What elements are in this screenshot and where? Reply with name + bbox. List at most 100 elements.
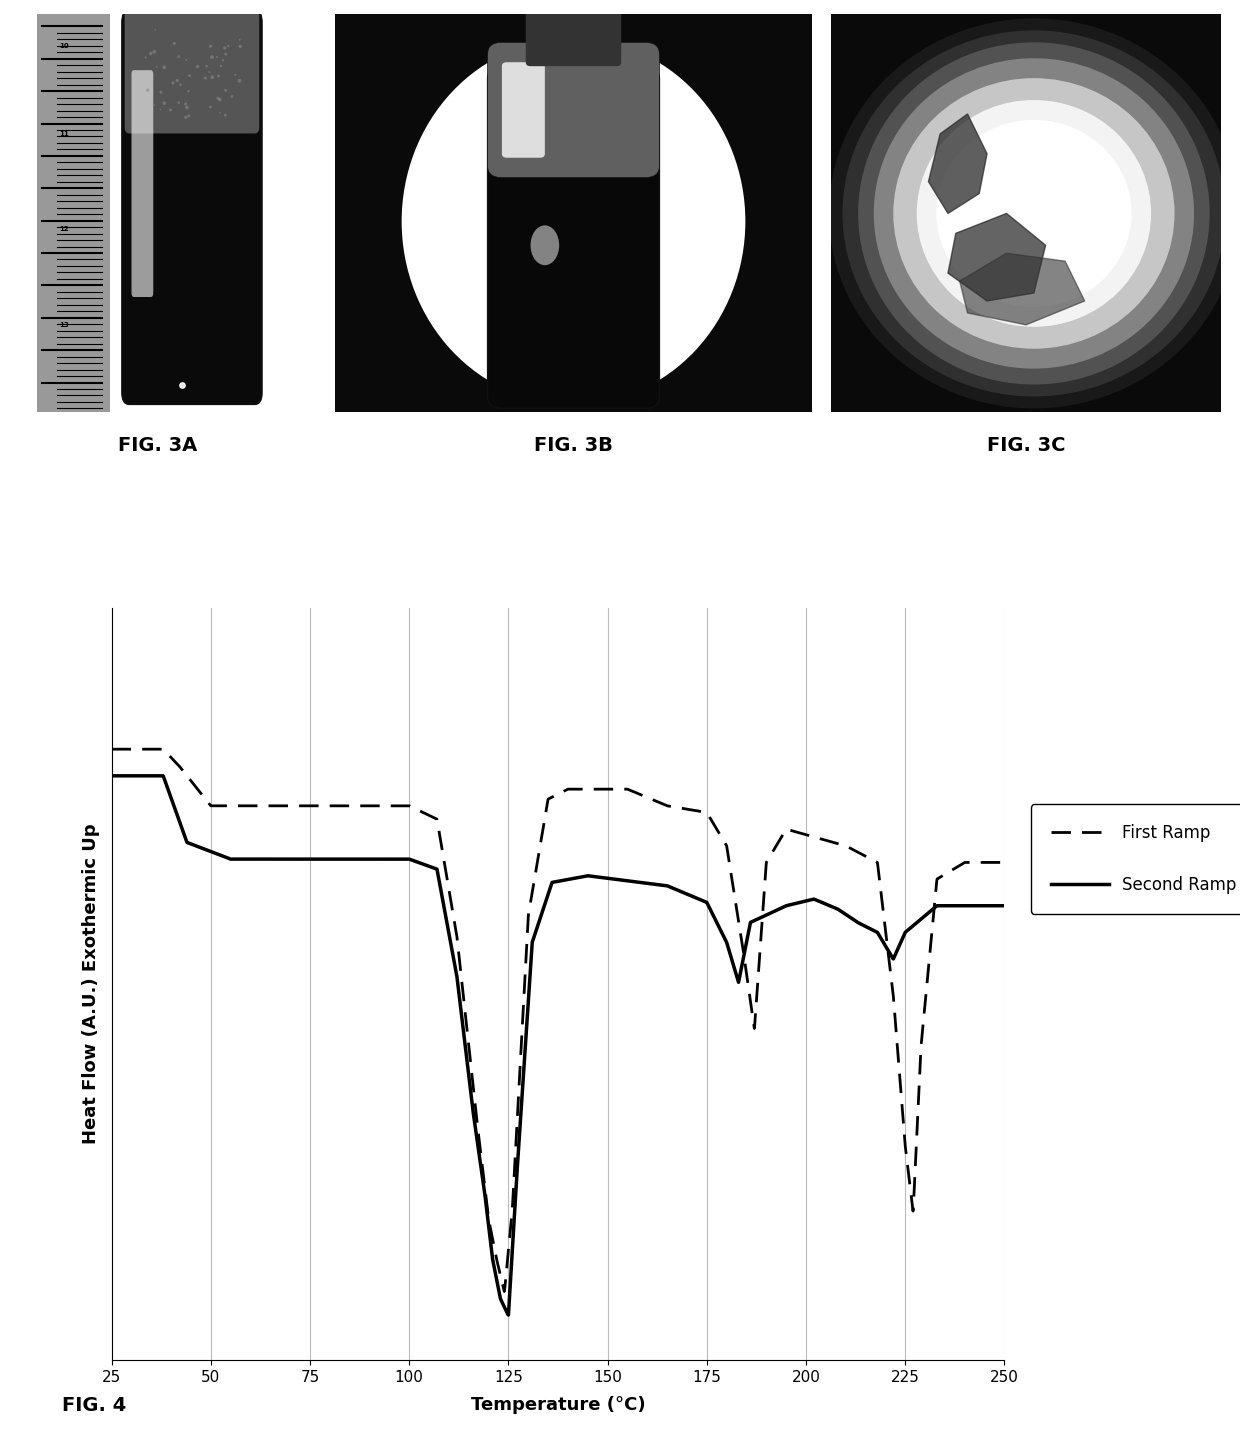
First Ramp bbox=[259, 797, 274, 815]
Point bbox=[154, 91, 174, 114]
Point bbox=[213, 49, 233, 72]
X-axis label: Temperature (°C): Temperature (°C) bbox=[471, 1396, 645, 1414]
Second Ramp bbox=[980, 897, 994, 915]
Point bbox=[207, 45, 227, 68]
Point bbox=[171, 74, 191, 97]
Second Ramp bbox=[259, 851, 274, 868]
Point bbox=[167, 69, 187, 93]
Point bbox=[201, 96, 221, 119]
Point bbox=[197, 55, 217, 78]
Point bbox=[200, 61, 219, 84]
Point bbox=[176, 48, 196, 71]
Point bbox=[201, 35, 221, 58]
Point bbox=[211, 55, 231, 78]
Point bbox=[176, 93, 196, 116]
Point bbox=[145, 19, 165, 42]
FancyBboxPatch shape bbox=[487, 42, 660, 178]
Second Ramp bbox=[104, 767, 119, 784]
Point bbox=[216, 78, 236, 101]
First Ramp bbox=[884, 968, 899, 985]
Ellipse shape bbox=[874, 58, 1194, 369]
Point bbox=[202, 65, 222, 88]
Point bbox=[202, 45, 222, 68]
Polygon shape bbox=[960, 253, 1085, 326]
Text: 11: 11 bbox=[60, 130, 68, 137]
FancyBboxPatch shape bbox=[122, 10, 262, 405]
Line: Second Ramp: Second Ramp bbox=[112, 776, 1004, 1315]
Point bbox=[211, 101, 231, 124]
Ellipse shape bbox=[916, 100, 1151, 327]
Point bbox=[229, 29, 249, 52]
Point bbox=[177, 96, 197, 119]
Point bbox=[135, 46, 155, 69]
Point bbox=[176, 106, 196, 129]
Text: 12: 12 bbox=[60, 226, 68, 233]
FancyBboxPatch shape bbox=[124, 7, 259, 135]
Polygon shape bbox=[929, 114, 987, 213]
Point bbox=[229, 69, 249, 93]
First Ramp bbox=[104, 741, 119, 758]
Point bbox=[169, 91, 188, 114]
Point bbox=[138, 78, 157, 101]
Point bbox=[144, 94, 164, 117]
Point bbox=[179, 80, 198, 103]
Second Ramp bbox=[997, 897, 1012, 915]
Point bbox=[216, 104, 236, 127]
Point bbox=[151, 81, 171, 104]
First Ramp bbox=[497, 1283, 512, 1301]
Point bbox=[150, 98, 170, 122]
Legend: First Ramp, Second Ramp: First Ramp, Second Ramp bbox=[1030, 805, 1240, 913]
Point bbox=[141, 42, 161, 65]
Polygon shape bbox=[949, 213, 1045, 301]
Ellipse shape bbox=[936, 120, 1132, 307]
First Ramp bbox=[446, 910, 461, 928]
FancyBboxPatch shape bbox=[487, 67, 660, 408]
Point bbox=[179, 104, 198, 127]
Text: FIG. 3B: FIG. 3B bbox=[534, 437, 613, 456]
Point bbox=[187, 55, 207, 78]
Point bbox=[210, 88, 229, 111]
Point bbox=[216, 42, 236, 65]
Point bbox=[144, 41, 164, 64]
FancyBboxPatch shape bbox=[526, 10, 621, 67]
Point bbox=[222, 85, 242, 109]
Point bbox=[215, 36, 234, 59]
Point bbox=[160, 98, 180, 122]
Point bbox=[172, 373, 192, 396]
Point bbox=[208, 87, 228, 110]
First Ramp bbox=[980, 854, 994, 871]
Second Ramp bbox=[485, 1250, 500, 1268]
Point bbox=[154, 55, 174, 78]
First Ramp bbox=[206, 797, 221, 815]
FancyBboxPatch shape bbox=[502, 62, 544, 158]
Point bbox=[169, 45, 188, 68]
First Ramp bbox=[997, 854, 1012, 871]
Text: 13: 13 bbox=[60, 321, 68, 328]
Point bbox=[231, 35, 250, 58]
Point bbox=[165, 32, 185, 55]
Second Ramp bbox=[884, 946, 899, 964]
Line: First Ramp: First Ramp bbox=[112, 750, 1004, 1292]
FancyBboxPatch shape bbox=[131, 69, 154, 297]
Point bbox=[146, 55, 166, 78]
Second Ramp bbox=[206, 844, 221, 861]
Text: 10: 10 bbox=[60, 43, 68, 49]
Ellipse shape bbox=[402, 39, 745, 405]
Ellipse shape bbox=[828, 19, 1239, 408]
Ellipse shape bbox=[893, 78, 1174, 349]
Ellipse shape bbox=[531, 226, 559, 265]
First Ramp bbox=[485, 1231, 500, 1249]
Text: FIG. 3A: FIG. 3A bbox=[119, 437, 197, 456]
Text: FIG. 4: FIG. 4 bbox=[62, 1396, 126, 1415]
Point bbox=[208, 64, 228, 87]
Point bbox=[180, 64, 200, 87]
Y-axis label: Heat Flow (A.U.) Exothermic Up: Heat Flow (A.U.) Exothermic Up bbox=[83, 823, 100, 1145]
Bar bbox=[37, 14, 110, 412]
Second Ramp bbox=[501, 1307, 516, 1324]
Point bbox=[218, 35, 238, 58]
Ellipse shape bbox=[842, 30, 1225, 396]
Point bbox=[162, 71, 182, 94]
Point bbox=[196, 67, 216, 90]
Text: FIG. 3C: FIG. 3C bbox=[987, 437, 1065, 456]
Ellipse shape bbox=[858, 42, 1210, 385]
